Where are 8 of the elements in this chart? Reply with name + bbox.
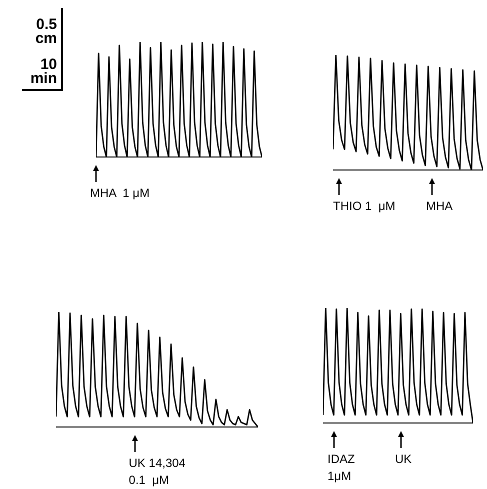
text: 10 min [29,56,57,87]
text: MHA [426,198,453,215]
text: MHA 1 μM [90,185,150,202]
text: IDAZ 1μM [328,451,355,485]
text: THIO 1 μM [333,198,396,215]
text: 0.5 cm [34,16,57,47]
text: UK [395,451,412,468]
text: UK 14,304 0.1 μM [128,455,186,489]
